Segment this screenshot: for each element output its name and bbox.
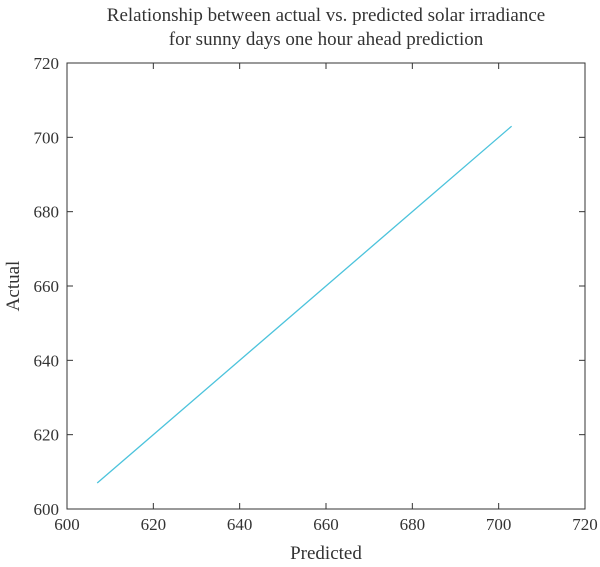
x-tick-label: 640 xyxy=(227,515,253,534)
y-tick-label: 720 xyxy=(34,54,60,73)
y-axis-label: Actual xyxy=(3,261,24,312)
y-axis: 600 620 640 660 680 700 720 xyxy=(34,54,585,519)
y-tick-label: 680 xyxy=(34,203,60,222)
y-tick-label: 660 xyxy=(34,277,60,296)
x-axis-label: Predicted xyxy=(290,543,362,564)
x-tick-label: 660 xyxy=(313,515,339,534)
y-tick-label: 640 xyxy=(34,351,60,370)
series-layer xyxy=(96,125,513,484)
y-tick-label: 620 xyxy=(34,426,60,445)
series-line xyxy=(96,125,513,484)
x-tick-label: 600 xyxy=(54,515,80,534)
x-tick-label: 620 xyxy=(141,515,167,534)
y-tick-label: 600 xyxy=(34,500,60,519)
x-tick-label: 680 xyxy=(400,515,426,534)
x-axis: 600 620 640 660 680 700 720 xyxy=(54,63,598,534)
chart-title: Relationship between actual vs. predicte… xyxy=(107,5,545,26)
x-tick-label: 700 xyxy=(486,515,512,534)
y-tick-label: 700 xyxy=(34,128,60,147)
chart-subtitle: for sunny days one hour ahead prediction xyxy=(169,29,484,50)
x-tick-label: 720 xyxy=(572,515,598,534)
